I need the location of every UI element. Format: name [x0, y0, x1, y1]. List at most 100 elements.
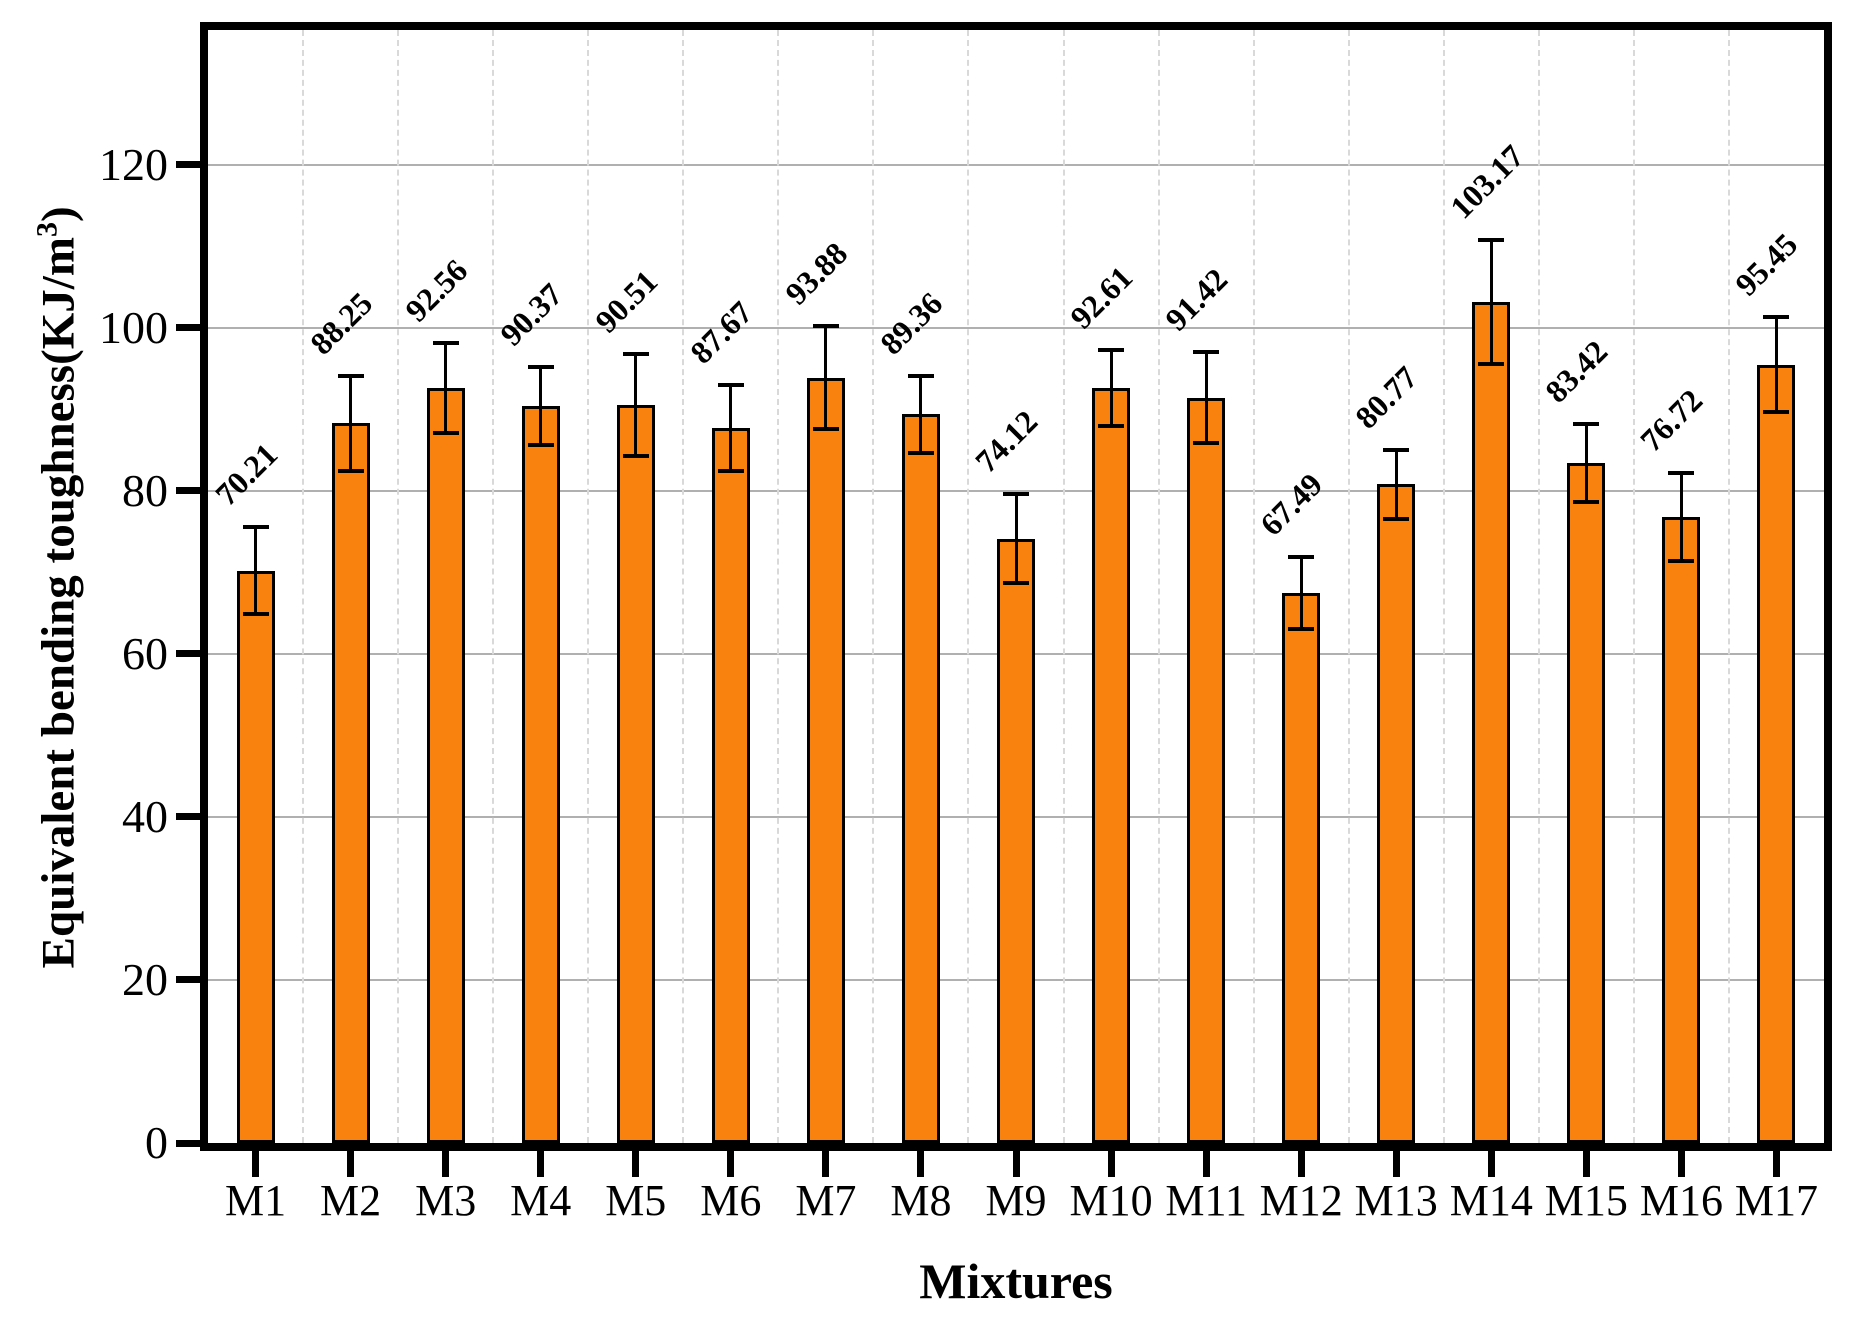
- v-gridline-9: [1062, 30, 1065, 1143]
- error-bar-cap-top-M8: [907, 374, 934, 379]
- error-bar-line-M16: [1679, 473, 1683, 562]
- y-tick-120: [176, 161, 202, 169]
- error-bar-line-M8: [919, 376, 923, 453]
- x-tick-label-M16: M16: [1639, 1176, 1723, 1225]
- y-tick-100: [176, 324, 202, 332]
- x-tick-label-M10: M10: [1069, 1176, 1153, 1225]
- bar-M8: [901, 414, 940, 1143]
- error-bar-cap-top-M6: [717, 382, 744, 387]
- x-tick-label-M15: M15: [1544, 1176, 1628, 1225]
- x-tick-label-M13: M13: [1354, 1176, 1438, 1225]
- error-bar-line-M10: [1109, 349, 1113, 427]
- x-tick-M7: [822, 1151, 830, 1177]
- v-gridline-4: [587, 30, 590, 1143]
- bar-M4: [521, 406, 560, 1143]
- error-bar-cap-bottom-M7: [812, 426, 839, 431]
- x-tick-label-M11: M11: [1165, 1176, 1247, 1225]
- y-tick-label-120: 120: [99, 138, 168, 190]
- bar-M15: [1567, 462, 1606, 1143]
- error-bar-cap-bottom-M9: [1003, 581, 1029, 586]
- bar-value-label-M7: 93.88: [777, 235, 855, 312]
- x-tick-label-M8: M8: [890, 1176, 952, 1225]
- error-bar-line-M17: [1774, 317, 1778, 413]
- error-bar-cap-bottom-M5: [622, 453, 649, 458]
- error-bar-cap-top-M16: [1668, 471, 1695, 476]
- bar-M9: [997, 538, 1035, 1143]
- error-bar-line-M5: [634, 354, 638, 456]
- y-tick-0: [176, 1139, 202, 1147]
- bar-value-label-M10: 92.61: [1063, 258, 1140, 335]
- error-bar-cap-bottom-M17: [1763, 410, 1790, 415]
- bar-M1: [236, 570, 275, 1143]
- error-bar-line-M1: [254, 527, 258, 614]
- x-tick-label-M2: M2: [320, 1176, 382, 1225]
- y-tick-label-0: 0: [145, 1117, 168, 1168]
- error-bar-cap-top-M10: [1098, 347, 1125, 352]
- x-tick-M4: [537, 1151, 545, 1177]
- error-bar-line-M11: [1204, 351, 1208, 444]
- plot-area: 70.21 88.25 92.56 90.37 90.51 87.67 93.88 89.36…: [207, 30, 1824, 1143]
- x-tick-label-M4: M4: [510, 1176, 572, 1225]
- error-bar-line-M15: [1584, 423, 1588, 502]
- x-axis-title: Mixtures: [919, 1253, 1113, 1309]
- x-tick-label-M5: M5: [605, 1176, 667, 1225]
- error-bar-cap-top-M17: [1763, 315, 1790, 320]
- x-tick-label-M3: M3: [415, 1176, 477, 1225]
- v-gridline-16: [1727, 30, 1730, 1143]
- error-bar-cap-top-M12: [1288, 554, 1315, 559]
- error-bar-cap-bottom-M16: [1668, 559, 1695, 564]
- error-bar-cap-top-M9: [1003, 491, 1029, 496]
- x-tick-M16: [1677, 1151, 1685, 1177]
- error-bar-cap-bottom-M2: [337, 468, 364, 473]
- v-gridline-6: [777, 30, 780, 1143]
- error-bar-cap-top-M2: [337, 374, 364, 379]
- bar-value-label-M8: 89.36: [872, 285, 950, 362]
- y-axis-title-superscript: 3: [30, 222, 64, 237]
- error-bar-line-M2: [349, 376, 353, 471]
- bar-value-label-M13: 80.77: [1348, 359, 1425, 436]
- x-tick-label-M1: M1: [224, 1176, 287, 1225]
- y-tick-label-100: 100: [99, 301, 168, 353]
- y-axis-title-close: ): [32, 206, 85, 222]
- bar-M13: [1377, 484, 1416, 1143]
- bar-value-label-M3: 92.56: [397, 252, 474, 329]
- x-tick-M17: [1772, 1151, 1780, 1177]
- x-tick-label-M12: M12: [1259, 1176, 1343, 1225]
- bar-M17: [1757, 364, 1796, 1143]
- v-gridline-12: [1347, 30, 1350, 1143]
- error-bar-line-M3: [444, 343, 448, 434]
- error-bar-cap-top-M1: [242, 525, 269, 530]
- x-tick-M9: [1012, 1151, 1020, 1177]
- bar-M7: [806, 377, 845, 1143]
- x-tick-M1: [252, 1151, 260, 1177]
- x-tick-M15: [1582, 1151, 1590, 1177]
- y-tick-label-40: 40: [122, 790, 168, 842]
- y-tick-20: [176, 976, 202, 984]
- x-tick-M11: [1202, 1151, 1210, 1177]
- error-bar-cap-bottom-M14: [1478, 361, 1505, 366]
- x-tick-M2: [347, 1151, 355, 1177]
- error-bar-line-M7: [824, 326, 828, 429]
- error-bar-line-M12: [1299, 556, 1303, 629]
- bar-value-label-M9: 74.12: [967, 402, 1045, 480]
- y-tick-40: [176, 813, 202, 821]
- v-gridline-1: [302, 30, 305, 1143]
- bar-value-label-M4: 90.37: [492, 276, 570, 353]
- v-gridline-13: [1442, 30, 1445, 1143]
- bar-M3: [426, 388, 465, 1143]
- error-bar-line-M9: [1014, 493, 1018, 584]
- error-bar-cap-bottom-M4: [527, 443, 554, 448]
- x-tick-M5: [632, 1151, 640, 1177]
- v-gridline-8: [967, 30, 970, 1143]
- x-tick-label-M17: M17: [1734, 1176, 1819, 1225]
- bar-value-label-M2: 88.25: [302, 285, 379, 362]
- error-bar-cap-bottom-M15: [1573, 499, 1600, 504]
- bar-M14: [1472, 301, 1511, 1143]
- y-tick-label-20: 20: [122, 953, 168, 1005]
- bar-value-label-M12: 67.49: [1253, 465, 1330, 543]
- bar-value-label-M14: 103.17: [1443, 137, 1531, 226]
- bar-value-label-M16: 76.72: [1633, 382, 1710, 459]
- x-tick-label-M7: M7: [795, 1176, 857, 1225]
- error-bar-cap-bottom-M3: [432, 431, 459, 436]
